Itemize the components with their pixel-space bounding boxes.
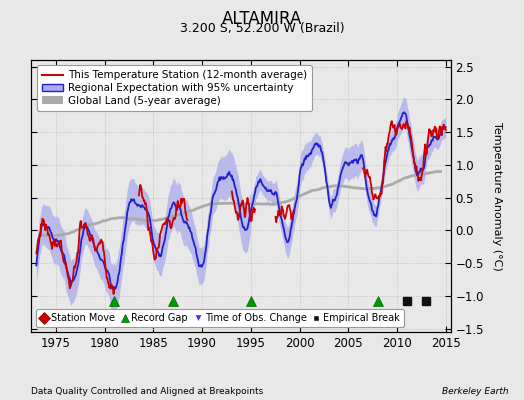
Text: 3.200 S, 52.200 W (Brazil): 3.200 S, 52.200 W (Brazil) xyxy=(180,22,344,35)
Text: Berkeley Earth: Berkeley Earth xyxy=(442,387,508,396)
Legend: Station Move, Record Gap, Time of Obs. Change, Empirical Break: Station Move, Record Gap, Time of Obs. C… xyxy=(36,309,403,327)
Text: Data Quality Controlled and Aligned at Breakpoints: Data Quality Controlled and Aligned at B… xyxy=(31,387,264,396)
Y-axis label: Temperature Anomaly (°C): Temperature Anomaly (°C) xyxy=(493,122,503,270)
Text: ALTAMIRA: ALTAMIRA xyxy=(222,10,302,28)
